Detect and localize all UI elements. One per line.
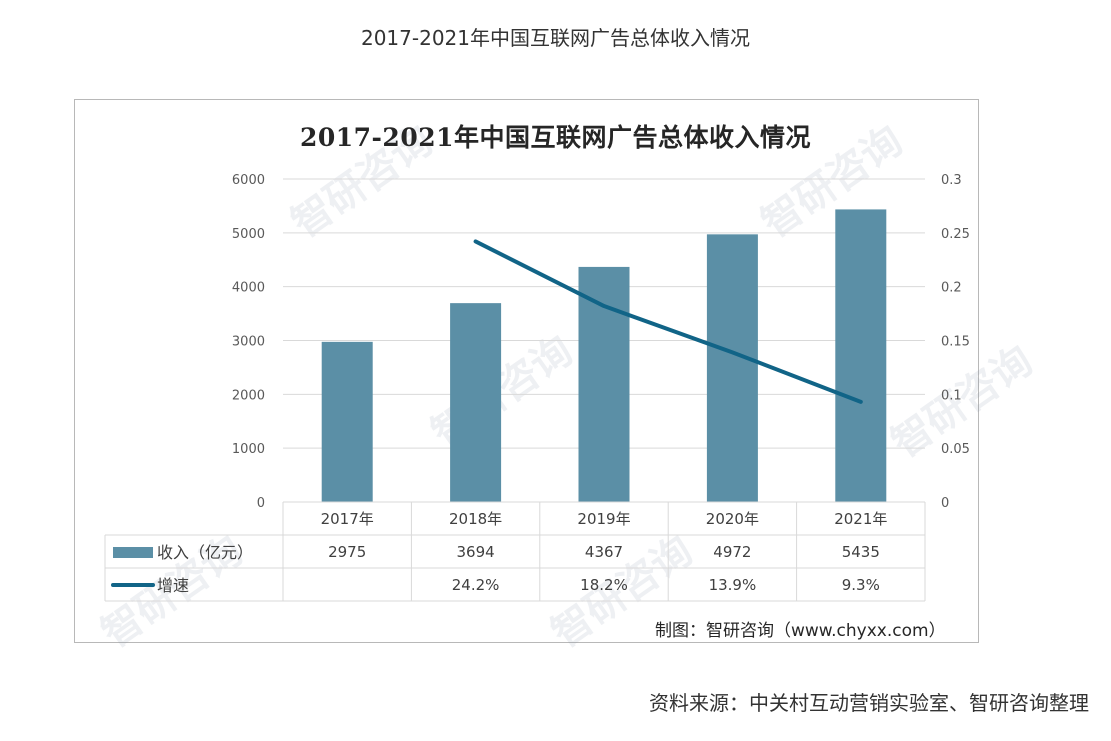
left-axis-tick: 0: [257, 496, 265, 511]
table-cell: 4972: [713, 543, 751, 561]
table-cell: 2975: [328, 543, 366, 561]
right-axis-tick: 0.05: [941, 442, 970, 457]
chart-frame: [74, 99, 979, 643]
source-note: 资料来源：中关村互动营销实验室、智研咨询整理: [649, 691, 1089, 715]
left-axis-ticks: 0 1000 2000 3000 4000 5000 6000: [232, 173, 265, 511]
left-axis-tick: 5000: [232, 227, 265, 242]
right-axis-tick: 0.15: [941, 335, 970, 350]
left-axis-tick: 6000: [232, 173, 265, 188]
table-header-cell: 2019年: [577, 510, 630, 528]
table-header-cell: 2017年: [321, 510, 374, 528]
right-axis-tick: 0.2: [941, 281, 962, 296]
table-cell: 9.3%: [842, 576, 880, 594]
growth-line: [473, 239, 863, 404]
page-title: 2017-2021年中国互联网广告总体收入情况: [360, 26, 750, 50]
right-axis-ticks: 0 0.05 0.1 0.15 0.2 0.25 0.3: [941, 173, 970, 511]
revenue-bar: [450, 303, 502, 502]
table-cell: 4367: [585, 543, 623, 561]
table-cell: 5435: [842, 543, 880, 561]
table-cell: 18.2%: [580, 576, 628, 594]
table-header-cell: 2020年: [706, 510, 759, 528]
legend-bar-swatch: [113, 547, 153, 558]
table-header-cell: 2021年: [834, 510, 887, 528]
chart-credit: 制图：智研咨询（www.chyxx.com）: [655, 621, 946, 641]
table-header-cell: 2018年: [449, 510, 502, 528]
right-axis-tick: 0.1: [941, 388, 962, 403]
revenue-bar: [835, 209, 887, 502]
chart-title: 2017-2021年中国互联网广告总体收入情况: [299, 123, 812, 152]
growth-line-path: [473, 239, 863, 404]
right-axis-tick: 0: [941, 496, 949, 511]
table-cell: 3694: [457, 543, 495, 561]
right-axis-tick: 0.3: [941, 173, 962, 188]
revenue-bar: [706, 234, 758, 502]
left-axis-tick: 2000: [232, 388, 265, 403]
table-cell: 13.9%: [709, 576, 757, 594]
revenue-bars: [321, 209, 887, 502]
legend-label: 收入（亿元）: [157, 543, 253, 562]
left-axis-tick: 3000: [232, 335, 265, 350]
legend-label: 增速: [157, 576, 189, 595]
left-axis-tick: 1000: [232, 442, 265, 457]
revenue-bar: [578, 266, 630, 502]
revenue-bar: [321, 341, 373, 502]
table-cell: 24.2%: [452, 576, 500, 594]
left-axis-tick: 4000: [232, 281, 265, 296]
right-axis-tick: 0.25: [941, 227, 970, 242]
